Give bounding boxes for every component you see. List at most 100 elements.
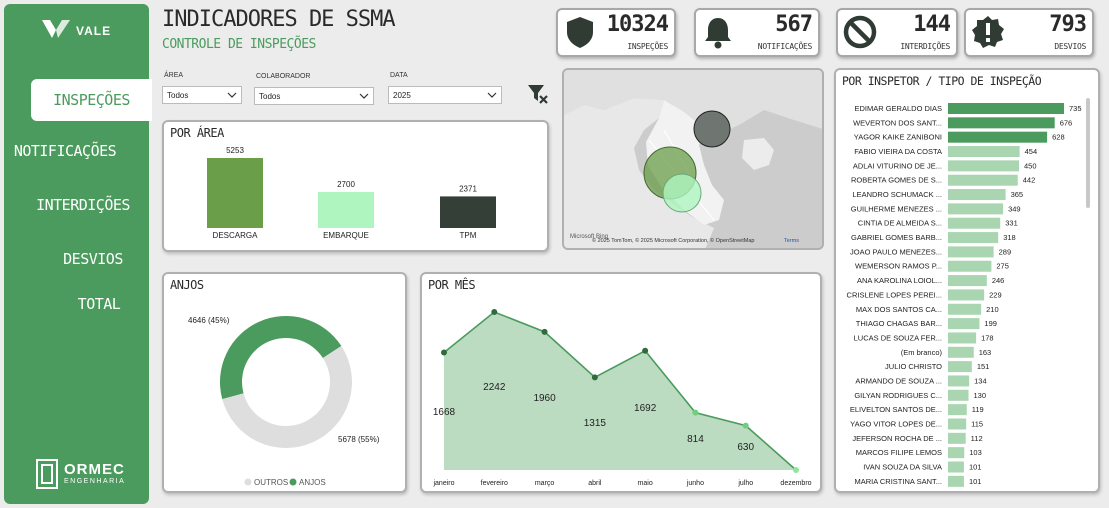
inspector-name: ROBERTA GOMES DE S... (851, 176, 942, 185)
inspector-bar[interactable] (948, 117, 1055, 129)
inspector-bar[interactable] (948, 246, 994, 258)
x-tick-label: fevereiro (481, 480, 508, 487)
inspector-bar[interactable] (948, 146, 1020, 158)
sidebar-item-desvios[interactable]: DESVIOS (63, 250, 123, 268)
inspector-name: MARIA CRISTINA SANT... (854, 477, 942, 486)
category-label: DESCARGA (213, 231, 259, 240)
data-point-janeiro[interactable] (441, 349, 447, 356)
inspector-bar[interactable] (948, 289, 985, 301)
kpi-inspecoes: 10324 INSPEÇÕES (556, 8, 676, 57)
data-point-abril[interactable] (591, 374, 598, 381)
inspector-bar[interactable] (948, 260, 992, 272)
kpi-value: 144 (913, 12, 951, 37)
inspector-bar[interactable] (948, 375, 970, 387)
kpi-value: 10324 (606, 12, 669, 37)
inspector-value: 735 (1069, 104, 1082, 113)
inspector-value: 318 (1003, 233, 1016, 242)
inspector-name: ARMANDO DE SOUZA ... (855, 376, 942, 385)
data-point-março[interactable] (541, 328, 548, 335)
shield-icon (567, 17, 593, 48)
inspector-value: 229 (989, 290, 1002, 299)
inspector-name: YAGO VITOR LOPES DE... (850, 419, 942, 428)
inspector-bar[interactable] (948, 160, 1020, 172)
bar-descarga[interactable] (207, 158, 263, 228)
filter-data-select[interactable]: 2025 (388, 86, 502, 104)
page-subtitle: CONTROLE DE INSPEÇÕES (162, 37, 316, 52)
filter-colaborador-select[interactable]: Todos (254, 87, 374, 105)
filter-data-value: 2025 (393, 91, 411, 100)
inspector-bar[interactable] (948, 361, 972, 373)
map-attribution: © 2025 TomTom, © 2025 Microsoft Corporat… (592, 238, 755, 244)
sidebar-item-total[interactable]: TOTAL (77, 295, 121, 313)
data-point-fevereiro[interactable] (491, 309, 498, 315)
inspector-bar[interactable] (948, 447, 965, 459)
clear-filter-icon[interactable] (526, 82, 550, 106)
por-mes-area-chart: 1668 janeiro 2242 fevereiro 1960 março 1315 abr… (432, 309, 812, 487)
x-tick-label: maio (638, 480, 653, 487)
inspector-bar[interactable] (948, 174, 1018, 186)
bar-embarque[interactable] (318, 192, 374, 228)
data-point-junho[interactable] (692, 409, 699, 416)
sidebar-item-interdicoes[interactable]: INTERDIÇÕES (36, 196, 130, 214)
slice-anjos[interactable] (220, 316, 342, 400)
inspector-name: JULIO CHRISTO (885, 362, 942, 371)
data-point-maio[interactable] (642, 347, 649, 354)
inspector-bar[interactable] (948, 303, 982, 315)
map-bubble-embarque (662, 173, 702, 213)
panel-por-inspetor: POR INSPETOR / TIPO DE INSPEÇÃO EDIMAR G… (834, 68, 1100, 493)
panel-title: POR INSPETOR / TIPO DE INSPEÇÃO (842, 74, 1042, 88)
sidebar-item-notificacoes[interactable]: NOTIFICAÇÕES (13, 142, 117, 160)
filter-colaborador-label: COLABORADOR (256, 73, 311, 80)
inspector-bar[interactable] (948, 131, 1048, 143)
inspector-value: 134 (974, 376, 987, 385)
inspector-bar[interactable] (948, 432, 966, 444)
slice-label-outros: 5678 (55%) (338, 435, 380, 444)
data-label: 814 (687, 434, 704, 445)
data-label: 1315 (584, 418, 607, 429)
inspector-name: ADLAI VITURINO DE JE... (853, 161, 942, 170)
inspector-value: 115 (971, 419, 983, 428)
x-tick-label: junho (686, 480, 704, 487)
inspector-value: 130 (974, 391, 987, 400)
inspector-name: EDIMAR GERALDO DIAS (854, 104, 942, 113)
legend-label-outros: OUTROS (254, 478, 288, 487)
area-fill (444, 312, 796, 470)
inspector-name: IVAN SOUZA DA SILVA (863, 463, 942, 472)
inspector-bar[interactable] (948, 275, 987, 287)
inspector-name: WEMERSON RAMOS P... (855, 262, 942, 271)
panel-title: POR MÊS (428, 278, 476, 292)
inspector-bar[interactable] (948, 389, 969, 401)
chevron-down-icon (487, 92, 497, 98)
sidebar-item-inspecoes[interactable]: INSPEÇÕES (31, 79, 152, 121)
inspector-bar[interactable] (948, 189, 1006, 201)
inspector-value: 151 (977, 362, 990, 371)
data-point-julho[interactable] (742, 422, 749, 429)
map-terms-link[interactable]: Terms (784, 238, 799, 244)
map-visual[interactable]: Microsoft Bing © 2025 TomTom, © 2025 Mic… (562, 68, 824, 250)
inspector-bar[interactable] (948, 103, 1064, 114)
kpi-desvios: 793 DESVIOS (964, 8, 1094, 57)
scrollbar[interactable] (1086, 98, 1090, 208)
x-tick-label: abril (588, 480, 602, 487)
inspector-bar[interactable] (948, 332, 977, 344)
inspector-bar[interactable] (948, 475, 964, 487)
bar-tpm[interactable] (440, 196, 496, 228)
inspector-bar[interactable] (948, 418, 967, 430)
anjos-donut-chart: 4646 (45%) 5678 (55%) OUTROS ANJOS (188, 316, 380, 487)
inspector-bar[interactable] (948, 203, 1004, 215)
x-tick-label: janeiro (432, 480, 454, 487)
kpi-interdicoes: 144 INTERDIÇÕES (836, 8, 958, 57)
inspector-bar[interactable] (948, 346, 974, 358)
inspector-bar[interactable] (948, 232, 999, 244)
inspector-bar[interactable] (948, 404, 967, 416)
slice-outros[interactable] (222, 346, 352, 448)
inspector-bar[interactable] (948, 461, 964, 473)
data-point-dezembro[interactable] (793, 467, 799, 473)
inspector-value: 365 (1011, 190, 1024, 199)
inspector-value: 101 (969, 463, 982, 472)
inspector-bar[interactable] (948, 318, 980, 330)
sidebar: VALE INSPEÇÕES NOTIFICAÇÕES INTERDIÇÕES … (4, 4, 152, 504)
inspector-name: CINTIA DE ALMEIDA S... (858, 219, 942, 228)
inspector-bar[interactable] (948, 217, 1001, 229)
filter-area-select[interactable]: Todos (162, 86, 242, 104)
